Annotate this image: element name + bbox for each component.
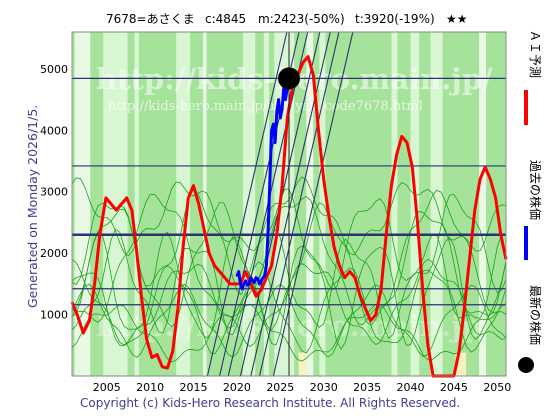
legend-ai-label: ＡＩ予測 — [528, 30, 542, 78]
legend-latest-swatch — [518, 357, 534, 373]
chart-header-stars: ★★ — [446, 12, 468, 26]
y-tick-label: 3000 — [40, 186, 68, 199]
background-band — [203, 32, 207, 376]
copyright-text: Copyright (c) Kids-Hero Research Institu… — [80, 396, 460, 410]
background-band — [74, 32, 91, 376]
x-tick-label: 2035 — [353, 381, 381, 394]
x-tick-label: 2050 — [483, 381, 511, 394]
trend-line — [258, 31, 340, 377]
x-tick-label: 2030 — [310, 381, 338, 394]
x-tick-label: 2045 — [440, 381, 468, 394]
generated-label: Generated on Monday 2026/1/5. — [25, 105, 40, 308]
y-tick-label: 1000 — [40, 309, 68, 322]
x-tick-label: 2015 — [180, 381, 208, 394]
legend: ＡＩ予測 過去の株価 最新の株価 — [518, 30, 543, 373]
past-price-line — [235, 78, 291, 291]
trend-line — [250, 31, 331, 377]
latest-price-dot — [278, 67, 300, 90]
y-axis-ticks: 1000 2000 3000 4000 5000 — [40, 63, 68, 322]
chart-header-current: c:4845 — [205, 12, 246, 26]
legend-past-label: 過去の株価 — [528, 160, 543, 220]
background-band — [306, 32, 314, 376]
x-tick-label: 2020 — [223, 381, 251, 394]
chart-header-target: t:3920(-19%) — [355, 12, 435, 26]
chart-header-code: 7678=あさくま — [106, 12, 195, 26]
x-tick-label: 2025 — [266, 381, 294, 394]
background-band — [391, 32, 398, 376]
y-tick-label: 5000 — [40, 63, 68, 76]
trend-line — [272, 31, 354, 377]
background-band — [455, 352, 467, 376]
y-tick-label: 4000 — [40, 124, 68, 137]
chart-header-model: m:2423(-50%) — [258, 12, 345, 26]
background-band — [479, 32, 487, 376]
plot-border — [71, 31, 507, 377]
x-axis-ticks: 2005 2010 2015 2020 2025 2030 2035 2040 2045 2050 — [93, 381, 512, 394]
watermark-sub: http://kids-hero.main.jp/analysis/code76… — [108, 99, 423, 114]
background-band — [263, 32, 270, 376]
trend-line — [206, 31, 288, 377]
y-tick-label: 2000 — [40, 247, 68, 260]
plot-area: http://kids-hero.main.jp/ http://kids-he… — [70, 31, 508, 378]
x-tick-label: 2005 — [93, 381, 121, 394]
legend-latest-label: 最新の株価 — [528, 285, 543, 345]
x-tick-label: 2040 — [397, 381, 425, 394]
background-band — [134, 32, 139, 376]
background-band — [298, 352, 307, 376]
x-tick-label: 2010 — [136, 381, 164, 394]
